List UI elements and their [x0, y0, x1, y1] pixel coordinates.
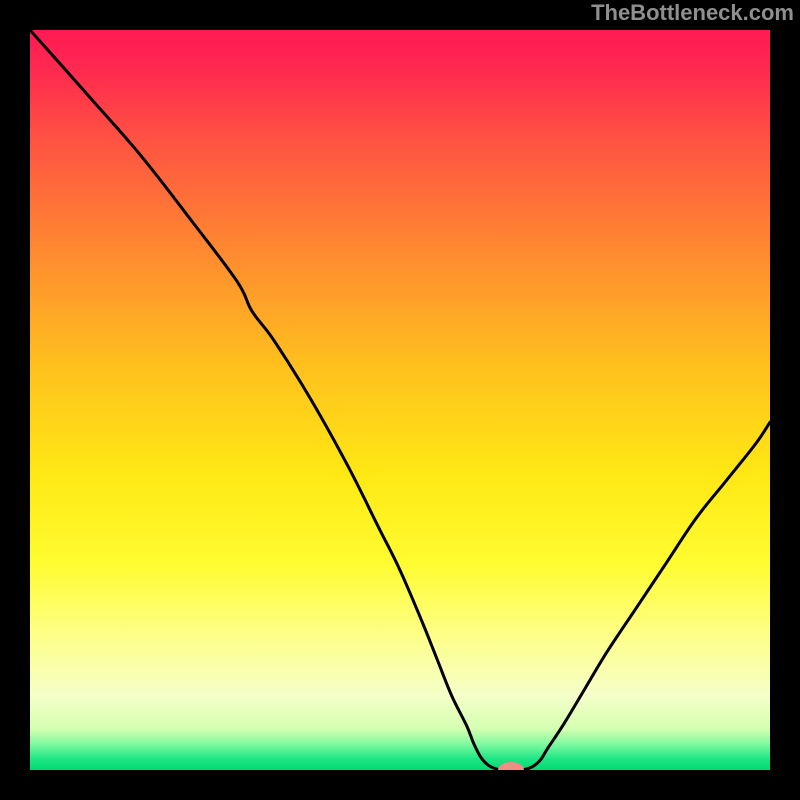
optimum-marker [498, 762, 524, 778]
chart-container: TheBottleneck.com [0, 0, 800, 800]
watermark-text: TheBottleneck.com [591, 0, 794, 26]
bottleneck-chart [0, 0, 800, 800]
plot-background [30, 30, 770, 770]
